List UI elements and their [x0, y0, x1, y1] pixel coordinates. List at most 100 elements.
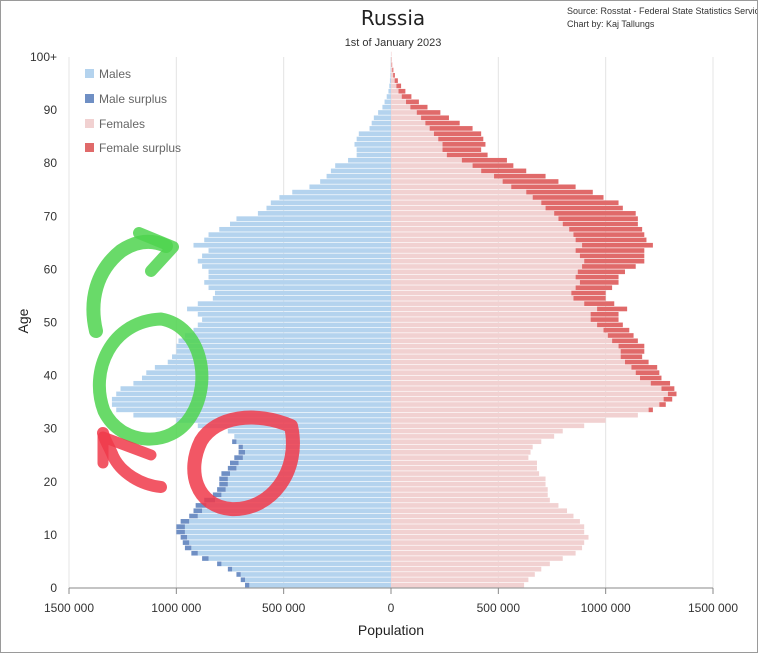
female-bar [391, 545, 583, 551]
male-bar [208, 269, 391, 275]
female-surplus-bar [392, 67, 394, 73]
female-bar [391, 418, 606, 423]
male-bar [187, 306, 391, 312]
male-surplus-bar [189, 513, 198, 519]
female-surplus-bar [582, 242, 653, 248]
male-bar [292, 189, 391, 195]
female-bar [391, 157, 462, 163]
legend-label-male-surplus: Male surplus [99, 92, 167, 106]
female-surplus-bar [425, 120, 460, 126]
female-bar [391, 131, 434, 137]
x-tick-label: 0 [388, 601, 395, 615]
male-bar [214, 290, 391, 296]
female-surplus-bar [573, 232, 645, 237]
x-tick-label: 1000 000 [581, 601, 631, 615]
female-bar [391, 455, 529, 460]
male-bar [202, 317, 391, 322]
female-bar [391, 582, 525, 588]
female-surplus-bar [398, 88, 406, 94]
y-axis-ticks: 0 10 20 30 40 50 60 70 80 90 100+ [30, 50, 57, 595]
female-surplus-bar [472, 163, 514, 168]
male-bar [116, 391, 391, 397]
male-bar [197, 311, 391, 317]
female-bar [391, 168, 482, 174]
male-bar [187, 534, 391, 540]
male-surplus-bar [238, 444, 243, 450]
female-bar [391, 370, 636, 375]
male-bar [208, 556, 391, 561]
male-bar [257, 211, 391, 216]
female-bar [391, 322, 598, 328]
male-surplus-bar [219, 476, 228, 482]
male-surplus-bar [219, 481, 228, 487]
male-surplus-bar [212, 492, 222, 498]
female-bar [391, 189, 527, 195]
female-surplus-bar [575, 248, 645, 253]
female-bar [391, 513, 574, 519]
female-surplus-bar [635, 370, 660, 375]
male-bar [184, 529, 391, 535]
female-bar [391, 365, 632, 370]
female-bar [391, 290, 572, 296]
y-tick-label: 0 [50, 581, 57, 595]
male-bar [206, 503, 391, 508]
legend-swatch-females [85, 119, 94, 128]
male-bar [388, 88, 391, 94]
male-bar [202, 264, 391, 269]
female-bar [391, 481, 546, 487]
legend-label-female-surplus: Female surplus [99, 141, 181, 155]
male-bar [326, 173, 391, 179]
male-bar [249, 582, 391, 588]
male-surplus-bar [182, 540, 190, 545]
female-surplus-bar [558, 216, 638, 222]
male-bar [193, 327, 391, 333]
female-bar [391, 237, 576, 243]
x-tick-label: 1500 000 [688, 601, 738, 615]
y-tick-label: 40 [44, 369, 58, 383]
y-tick-label: 50 [44, 316, 58, 330]
female-bar [391, 460, 537, 466]
male-bar [356, 147, 391, 152]
female-bar [391, 78, 395, 83]
male-surplus-bar [238, 449, 246, 455]
male-surplus-bar [245, 582, 250, 588]
female-bar [391, 142, 443, 147]
female-bar [391, 216, 559, 222]
female-bar [391, 529, 585, 535]
female-surplus-bar [396, 83, 402, 89]
female-bar [391, 391, 668, 397]
male-bar [270, 200, 391, 206]
female-surplus-bar [620, 354, 643, 360]
female-surplus-bar [545, 205, 623, 211]
female-bar [391, 205, 546, 211]
female-surplus-bar [541, 200, 619, 206]
male-bar [197, 258, 391, 264]
male-bar [279, 195, 391, 200]
male-bar [238, 460, 391, 466]
female-bar [391, 444, 533, 450]
female-bar [391, 104, 411, 110]
male-surplus-bar [193, 508, 203, 514]
female-bar [391, 375, 641, 381]
y-tick-label: 80 [44, 156, 58, 170]
female-bar [391, 253, 580, 259]
female-bar [391, 311, 591, 317]
male-bar [234, 434, 391, 439]
female-bar [391, 434, 555, 439]
male-bar [227, 428, 391, 434]
male-bar [242, 455, 391, 460]
female-surplus-bar [620, 349, 645, 354]
female-bar [391, 343, 619, 349]
y-tick-label: 100+ [30, 50, 57, 64]
male-surplus-bar [232, 439, 237, 445]
male-bar [193, 242, 391, 248]
male-bar [189, 540, 391, 545]
female-bar [391, 120, 426, 126]
female-bar [391, 317, 591, 322]
female-surplus-bar [648, 407, 653, 413]
male-bar [266, 205, 391, 211]
male-bar [202, 253, 391, 259]
chart-subtitle: 1st of January 2023 [345, 37, 442, 49]
female-bar [391, 67, 393, 73]
female-bar [391, 556, 563, 561]
